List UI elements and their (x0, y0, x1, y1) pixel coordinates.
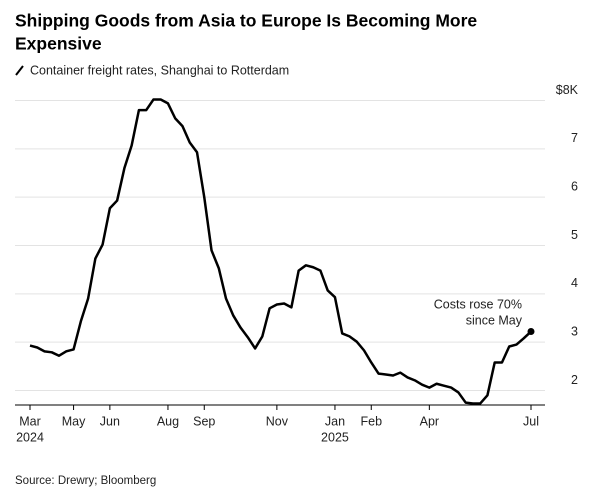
x-tick-label: Feb (360, 414, 382, 428)
end-point (527, 328, 535, 336)
x-year-label: 2025 (321, 430, 349, 444)
y-tick-label: 5 (571, 228, 578, 242)
x-year-label: 2024 (16, 430, 44, 444)
x-tick-label: Aug (157, 414, 179, 428)
x-tick-label: Jul (523, 414, 539, 428)
annotation: Costs rose 70% (434, 297, 522, 311)
x-tick-label: Jun (100, 414, 120, 428)
x-tick-label: Apr (420, 414, 439, 428)
y-tick-label: $8K (556, 83, 579, 97)
y-tick-label: 7 (571, 131, 578, 145)
chart-title: Expensive (15, 34, 102, 54)
x-tick-label: Jan (325, 414, 345, 428)
y-tick-label: 3 (571, 324, 578, 338)
line (29, 98, 532, 405)
chart-title: Shipping Goods from Asia to Europe Is Be… (15, 11, 477, 31)
legend-icon (15, 65, 24, 76)
source: Source: Drewry; Bloomberg (15, 475, 156, 487)
chart-subtitle: Container freight rates, Shanghai to Rot… (30, 63, 289, 77)
y-tick-label: 4 (571, 276, 578, 290)
y-tick-label: 6 (571, 179, 578, 193)
annotation: since May (466, 313, 523, 327)
x-tick-label: Sep (193, 414, 215, 428)
x-tick-label: Mar (19, 414, 41, 428)
x-tick-label: May (62, 414, 86, 428)
x-tick-label: Nov (266, 414, 289, 428)
y-tick-label: 2 (571, 373, 578, 387)
